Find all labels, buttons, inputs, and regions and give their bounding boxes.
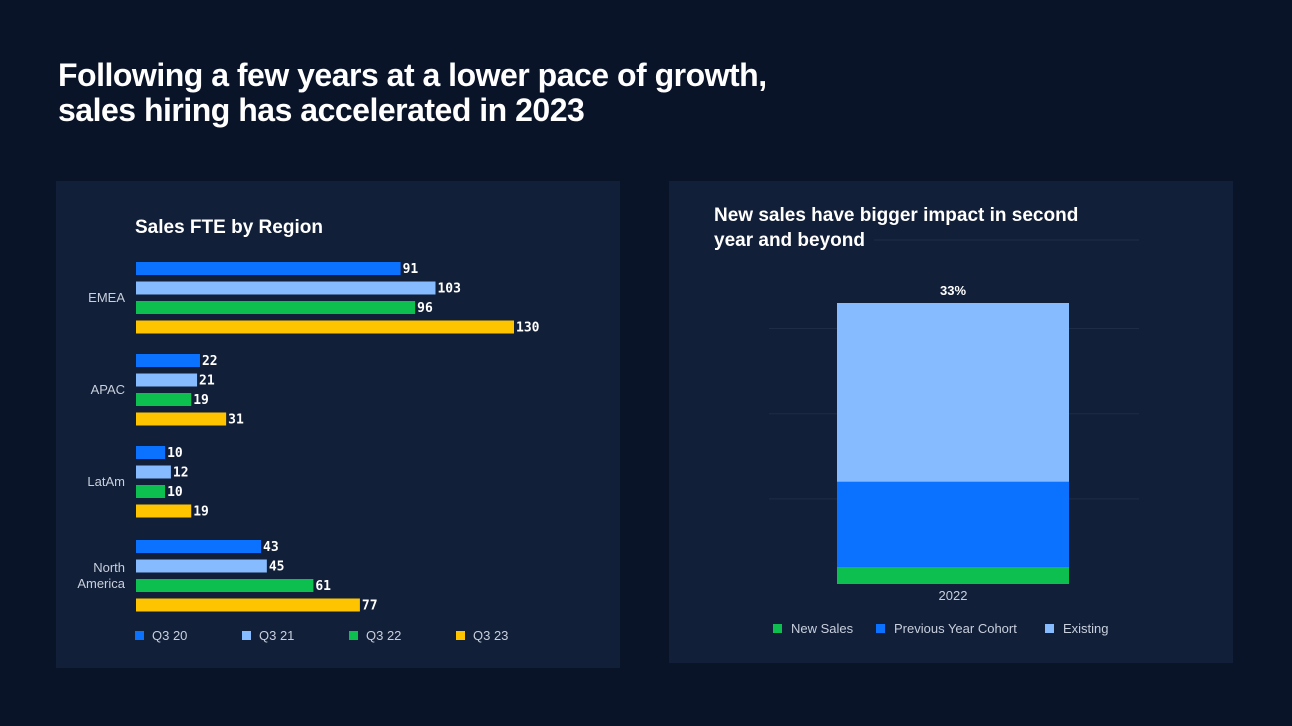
category-label: North xyxy=(93,560,125,575)
legend-label: Existing xyxy=(1063,621,1109,636)
sales-fte-chart: Sales FTE by Region EMEA 91 103 96 130 APAC 22… xyxy=(77,217,540,643)
legend-swatch xyxy=(135,631,144,640)
bar xyxy=(136,393,192,406)
legend-swatch xyxy=(773,624,782,633)
data-label: 45 xyxy=(269,560,285,575)
bar xyxy=(136,281,436,295)
bar xyxy=(136,262,401,275)
category-label: APAC xyxy=(91,382,125,397)
bar xyxy=(136,504,192,518)
chart-title: Sales FTE by Region xyxy=(135,217,323,238)
legend-label: Q3 23 xyxy=(473,628,508,643)
legend-label: Previous Year Cohort xyxy=(894,621,1017,636)
legend-swatch xyxy=(242,631,251,640)
title-line-1: Following a few years at a lower pace of… xyxy=(58,57,767,93)
data-label: 91 xyxy=(403,262,419,277)
title-line-2: sales hiring has accelerated in 2023 xyxy=(58,92,585,128)
legend-swatch xyxy=(349,631,358,640)
data-label: 43 xyxy=(263,540,279,555)
x-tick-label: 2022 xyxy=(939,588,968,603)
legend-label: Q3 22 xyxy=(366,628,401,643)
data-label: 130 xyxy=(516,321,540,336)
bar xyxy=(136,373,198,387)
legend-label: Q3 20 xyxy=(152,628,187,643)
data-label: 10 xyxy=(167,446,183,461)
chart-title-line-2: year and beyond xyxy=(714,230,865,251)
data-label: 21 xyxy=(199,374,215,389)
bar xyxy=(136,465,171,479)
data-label: 96 xyxy=(417,301,433,316)
category-label: EMEA xyxy=(88,290,125,305)
data-label: 103 xyxy=(437,282,460,297)
bar xyxy=(136,485,166,498)
sales-fte-by-region-panel: Sales FTE by Region EMEA 91 103 96 130 APAC 22… xyxy=(56,181,620,668)
new-sales-impact-chart: New sales have bigger impact in second y… xyxy=(714,205,1139,636)
legend-swatch xyxy=(456,631,465,640)
bar xyxy=(136,320,514,334)
bar xyxy=(136,579,314,592)
data-label: 19 xyxy=(193,505,209,520)
data-label: 31 xyxy=(228,413,244,428)
bar xyxy=(136,301,416,314)
bar xyxy=(136,540,262,553)
stacked-bar-segment xyxy=(837,566,1069,584)
total-label: 33% xyxy=(940,283,966,298)
data-label: 19 xyxy=(193,393,209,408)
category-label: America xyxy=(77,576,125,591)
stacked-bar-segment xyxy=(837,481,1069,567)
new-sales-impact-panel: New sales have bigger impact in second y… xyxy=(669,181,1233,663)
bar xyxy=(136,446,166,459)
bar xyxy=(136,559,267,573)
bar xyxy=(136,598,360,612)
data-label: 22 xyxy=(202,354,218,369)
data-label: 77 xyxy=(362,599,378,614)
data-label: 12 xyxy=(173,466,189,481)
legend-label: New Sales xyxy=(791,621,854,636)
stacked-bar-segment xyxy=(837,303,1069,482)
legend-label: Q3 21 xyxy=(259,628,294,643)
bar xyxy=(136,354,200,367)
legend-swatch xyxy=(876,624,885,633)
chart-title-line-1: New sales have bigger impact in second xyxy=(714,205,1078,226)
data-label: 61 xyxy=(315,579,331,594)
legend-swatch xyxy=(1045,624,1054,633)
data-label: 10 xyxy=(167,485,183,500)
category-label: LatAm xyxy=(87,474,125,489)
page-title: Following a few years at a lower pace of… xyxy=(58,58,767,128)
bar xyxy=(136,412,227,426)
